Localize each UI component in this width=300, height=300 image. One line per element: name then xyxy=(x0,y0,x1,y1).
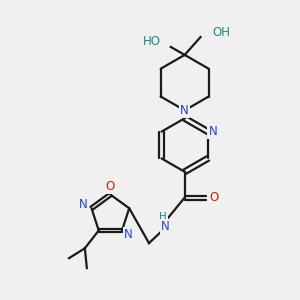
Text: N: N xyxy=(180,104,189,117)
Text: H: H xyxy=(159,212,167,222)
Text: OH: OH xyxy=(212,26,230,39)
Text: N: N xyxy=(124,228,132,241)
Text: N: N xyxy=(160,220,169,233)
Text: O: O xyxy=(210,191,219,204)
Text: O: O xyxy=(106,180,115,193)
Text: N: N xyxy=(208,125,217,138)
Text: N: N xyxy=(79,198,88,211)
Text: HO: HO xyxy=(143,34,161,47)
